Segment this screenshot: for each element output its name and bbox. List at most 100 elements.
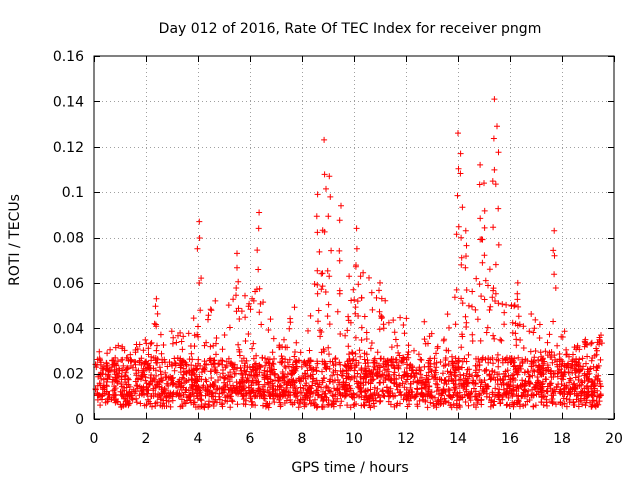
data-point — [152, 400, 159, 407]
data-point — [482, 367, 489, 374]
grid — [94, 56, 614, 419]
data-point — [595, 372, 602, 379]
data-point — [172, 359, 178, 366]
data-point — [462, 399, 469, 405]
data-point — [503, 402, 510, 409]
data-point — [108, 396, 115, 403]
data-point — [397, 314, 404, 321]
data-point — [481, 252, 488, 259]
data-point — [314, 387, 321, 394]
data-point — [323, 185, 329, 192]
data-point — [450, 365, 457, 371]
data-point — [193, 366, 200, 373]
data-point — [515, 367, 522, 374]
data-point — [553, 401, 559, 408]
data-point — [591, 380, 598, 387]
data-point — [400, 354, 407, 361]
data-point — [178, 380, 185, 387]
x-tick-label: 16 — [501, 431, 519, 447]
data-point — [169, 381, 176, 387]
data-point — [491, 335, 498, 342]
data-point — [123, 381, 130, 388]
data-point — [349, 350, 356, 357]
data-point — [136, 383, 143, 390]
data-point — [370, 376, 377, 383]
data-point — [554, 342, 561, 349]
data-point — [354, 370, 361, 377]
data-point — [121, 387, 128, 394]
data-point — [476, 359, 483, 365]
data-point — [326, 351, 332, 358]
x-tick-label: 20 — [605, 431, 623, 447]
data-point — [96, 392, 103, 399]
data-point — [201, 342, 208, 349]
data-point — [463, 253, 469, 260]
data-point — [269, 349, 276, 356]
data-point — [320, 388, 326, 395]
data-point — [367, 386, 374, 393]
data-point — [576, 356, 583, 363]
data-point — [313, 213, 320, 220]
data-point — [487, 403, 494, 410]
data-point — [353, 401, 360, 407]
data-point — [254, 247, 261, 254]
data-point — [547, 385, 554, 392]
data-point — [173, 339, 180, 346]
data-point — [457, 404, 463, 410]
data-point — [434, 376, 441, 383]
data-point — [492, 385, 499, 392]
data-point — [314, 290, 321, 297]
data-point — [162, 387, 169, 394]
data-point — [426, 383, 433, 390]
data-point — [444, 311, 451, 318]
data-point — [321, 228, 328, 235]
data-point — [307, 358, 314, 365]
data-point — [100, 384, 107, 391]
axes: 0 2 4 6 8 10 12 14 16 18 20 0 0.02 0.04 0.06 0.08 0.1 0.1… — [53, 49, 623, 447]
data-point — [248, 398, 255, 405]
data-point — [448, 404, 455, 411]
data-point — [131, 358, 138, 365]
data-point — [538, 353, 545, 360]
data-point — [186, 392, 193, 399]
data-point — [500, 392, 507, 399]
data-point — [330, 400, 337, 407]
data-point — [185, 330, 192, 337]
data-point — [533, 391, 540, 398]
data-point — [149, 403, 155, 410]
data-point — [447, 369, 454, 376]
data-point — [345, 343, 352, 350]
data-point — [382, 367, 388, 374]
data-point — [463, 287, 470, 293]
data-point — [561, 328, 568, 335]
data-point — [442, 398, 449, 405]
data-point — [550, 370, 557, 377]
data-point — [125, 402, 132, 409]
data-point — [508, 303, 515, 309]
data-point — [223, 358, 230, 365]
data-point — [534, 379, 541, 386]
data-point — [522, 388, 529, 395]
data-point — [365, 363, 372, 370]
data-point — [515, 313, 522, 320]
data-point — [298, 363, 305, 370]
data-point — [323, 394, 330, 401]
data-point — [405, 392, 412, 399]
data-point — [431, 361, 438, 367]
data-point — [352, 334, 359, 341]
data-point — [576, 346, 583, 353]
data-point — [378, 355, 385, 362]
data-point — [544, 339, 551, 346]
data-point — [363, 351, 370, 358]
data-point — [143, 401, 150, 408]
data-point — [492, 181, 499, 188]
data-point — [384, 388, 391, 394]
data-point — [457, 150, 464, 157]
data-point — [481, 224, 488, 231]
data-point — [137, 400, 144, 407]
data-point — [357, 353, 364, 360]
data-point — [363, 336, 370, 342]
data-point — [367, 345, 374, 352]
data-point — [515, 303, 522, 310]
data-point — [386, 393, 393, 400]
